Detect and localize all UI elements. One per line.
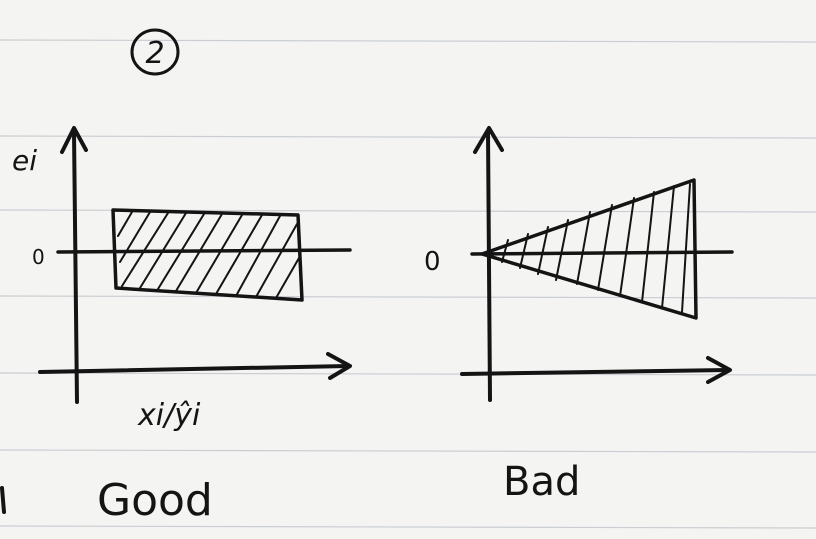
step-number: 2 [145,36,164,71]
step-number-badge: 2 [132,30,178,74]
zero-label: 0 [424,247,441,277]
y-axis [488,132,490,400]
bad-residual-plot: 0 Bad [424,128,732,505]
good-residual-plot: ei 0 xi/ŷi Good [12,128,350,526]
y-axis-label: ei [12,144,37,177]
funnel-hatching [502,184,690,312]
x-axis-label: xi/ŷi [137,398,201,433]
x-axis [40,366,348,372]
zero-line [58,250,350,252]
stray-pen-mark [2,488,4,512]
zero-label: 0 [32,245,45,269]
bad-caption: Bad [503,459,580,505]
y-axis [74,132,77,402]
band-hatching [118,212,299,298]
zero-line [472,252,732,254]
x-axis [462,370,728,374]
good-caption: Good [97,475,213,526]
